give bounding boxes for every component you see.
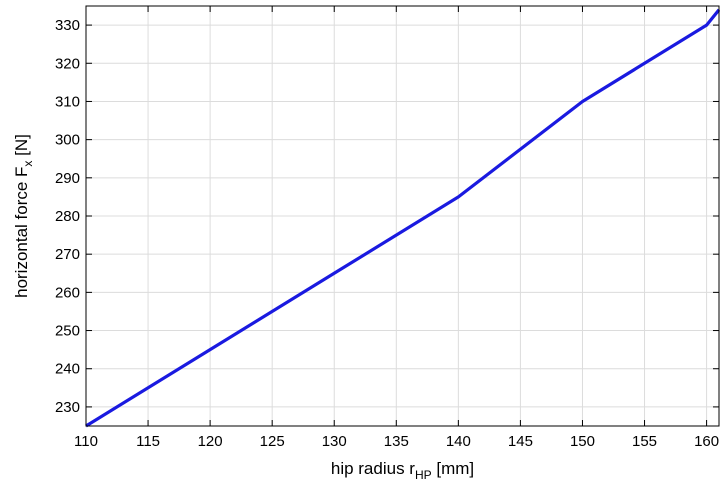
- y-tick-label: 270: [55, 246, 80, 263]
- x-axis-label: hip radius rHP [mm]: [331, 459, 474, 482]
- y-axis-label: horizontal force Fx [N]: [12, 134, 35, 298]
- y-axis-label-subscript: x: [21, 161, 35, 167]
- x-tick-label: 125: [260, 433, 285, 450]
- y-tick-label: 250: [55, 323, 80, 340]
- y-tick-label: 280: [55, 208, 80, 225]
- x-tick-label: 130: [322, 433, 347, 450]
- x-axis-label-main: hip radius r: [331, 459, 415, 478]
- y-axis-label-main: horizontal force F: [12, 167, 31, 298]
- series-line: [85, 8, 720, 428]
- y-tick-labels: 230 240 250 260 270 280 290 300 310 320 330: [55, 17, 80, 416]
- y-tick-label: 330: [55, 17, 80, 34]
- x-tick-label: 135: [384, 433, 409, 450]
- y-tick-label: 260: [55, 284, 80, 301]
- x-tick-labels: 110 115 120 125 130 135 140 145 150 155 160: [74, 433, 719, 450]
- y-tick-label: 230: [55, 399, 80, 416]
- x-tick-label: 145: [508, 433, 533, 450]
- x-axis-label-unit: [mm]: [432, 459, 475, 478]
- x-tick-label: 155: [632, 433, 657, 450]
- y-tick-label: 240: [55, 361, 80, 378]
- x-tick-label: 115: [136, 433, 160, 450]
- series-layer: [85, 8, 720, 428]
- grid-lines: [85, 6, 719, 426]
- x-tick-label: 150: [570, 433, 595, 450]
- tick-marks: [85, 6, 719, 426]
- y-tick-label: 310: [55, 93, 80, 110]
- x-tick-label: 120: [198, 433, 223, 450]
- y-tick-label: 290: [55, 170, 80, 187]
- y-tick-label: 300: [55, 132, 80, 149]
- x-tick-label: 160: [694, 433, 719, 450]
- y-axis-label-unit: [N]: [12, 134, 31, 160]
- y-tick-label: 320: [55, 55, 80, 72]
- x-tick-label: 110: [74, 433, 98, 450]
- x-tick-label: 140: [446, 433, 471, 450]
- x-axis-label-subscript: HP: [415, 468, 432, 482]
